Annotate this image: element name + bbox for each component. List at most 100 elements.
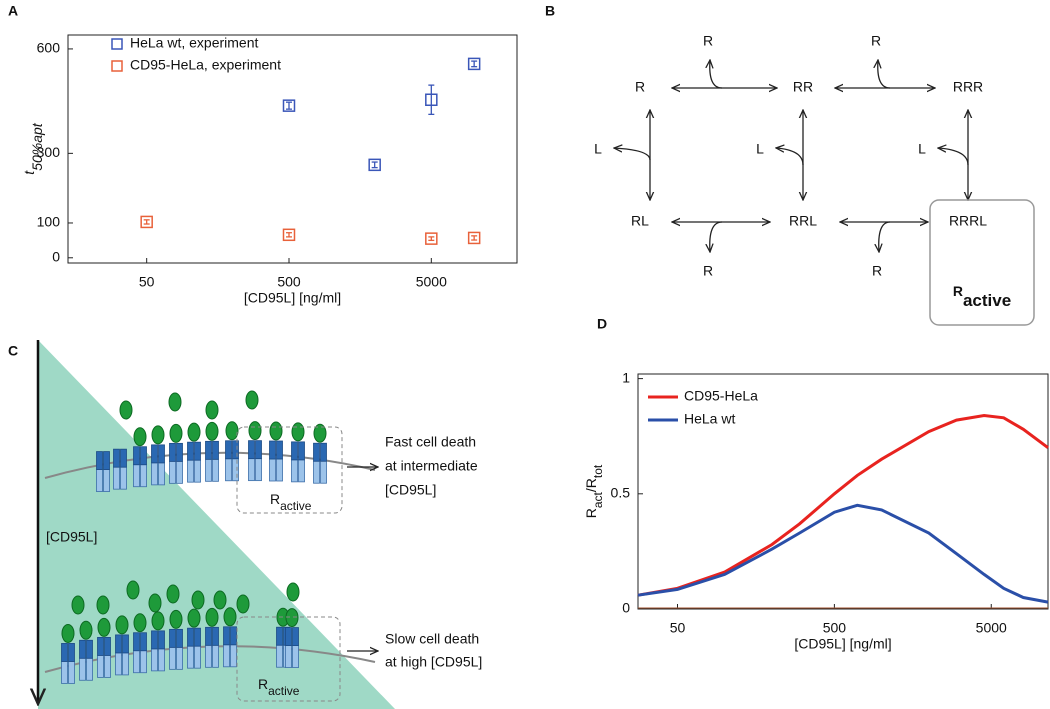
ligand [97, 617, 111, 637]
y-tick-label: 0 [52, 248, 60, 264]
panel-label: C [8, 343, 18, 359]
receptor-lower [133, 464, 140, 488]
receptor-lower [313, 460, 320, 484]
concentration-label: [CD95L] [46, 529, 97, 545]
receptor-upper [104, 637, 111, 656]
marker [467, 231, 481, 245]
receptor-lower [292, 645, 299, 668]
receptor-upper [120, 448, 127, 468]
state-node: RL [631, 213, 649, 229]
receptor-lower [86, 657, 93, 681]
active-label: Ractive [258, 676, 300, 698]
ligand [205, 400, 219, 420]
receptor-lower [212, 644, 219, 668]
outcome-text: Slow cell death [385, 631, 479, 647]
receptor-lower [68, 661, 75, 684]
release-arrow [938, 148, 969, 166]
ligand [169, 609, 183, 629]
receptor-lower [223, 644, 230, 668]
receptor-upper [133, 446, 140, 466]
ligand [151, 611, 165, 631]
ligand [187, 608, 201, 628]
ligand [245, 390, 259, 410]
receptor-upper [122, 634, 129, 654]
receptor-upper [320, 442, 327, 462]
receptor-lower [104, 655, 111, 678]
concentration-gradient [38, 340, 395, 709]
ligand [213, 590, 227, 610]
species-label: L [756, 141, 764, 157]
text-part: R [270, 491, 280, 507]
y-axis-label: Ract/Rtot [583, 464, 605, 518]
receptor-upper [97, 637, 104, 656]
receptor-lower [158, 648, 165, 672]
text-part: /R [583, 478, 599, 492]
ligand [291, 422, 305, 442]
species-label: R [703, 33, 713, 49]
y-tick-label: 0 [622, 600, 630, 616]
series-line [637, 413, 1049, 597]
receptor-upper [276, 626, 283, 646]
legend-label: CD95-HeLa [684, 388, 758, 404]
receptor-lower [140, 464, 147, 488]
species-label: R [871, 33, 881, 49]
state-node: RRL [789, 213, 817, 229]
release-arrow [776, 148, 804, 166]
outcome-text: Fast cell death [385, 434, 476, 450]
legend-label: HeLa wt, experiment [130, 35, 259, 51]
receptor-upper [187, 441, 194, 461]
x-tick-label: 500 [823, 620, 847, 636]
state-node: RR [793, 79, 813, 95]
receptor-lower [79, 657, 86, 681]
receptor-upper [205, 626, 212, 646]
panel-label: B [545, 3, 555, 19]
marker [368, 158, 381, 172]
receptor-upper [230, 626, 237, 646]
active-box [929, 199, 1035, 326]
ligand [96, 595, 110, 615]
subscript: active [268, 684, 300, 698]
receptor-lower [194, 459, 201, 483]
ligand [236, 594, 250, 614]
ligand [225, 421, 239, 441]
receptor-upper [158, 444, 165, 464]
text-part: t [21, 170, 37, 175]
marker [282, 99, 296, 112]
ligand [148, 593, 162, 613]
receptor-lower [255, 458, 262, 482]
receptor-lower [140, 650, 147, 674]
ligand [61, 623, 75, 643]
receptor-lower [205, 644, 212, 668]
release-arrow [878, 60, 891, 89]
receptor-lower [122, 652, 129, 676]
receptor-lower [176, 460, 183, 484]
receptor-upper [232, 440, 239, 460]
ligand [286, 582, 300, 602]
receptor-lower [61, 661, 68, 684]
receptor-lower [187, 459, 194, 483]
receptor-lower [187, 645, 194, 669]
ligand [119, 400, 133, 420]
receptor-lower [103, 469, 110, 492]
ligand [79, 620, 93, 640]
receptor-lower [151, 648, 158, 672]
receptor-lower [96, 469, 103, 492]
receptor-upper [133, 632, 140, 652]
outcome-text: at high [CD95L] [385, 654, 482, 670]
ligand [269, 421, 283, 441]
ligand [166, 584, 180, 604]
y-tick-label: 1 [622, 369, 630, 385]
receptor-lower [225, 458, 232, 482]
panel-label: A [8, 3, 18, 19]
ligand [168, 392, 182, 412]
receptor-upper [140, 632, 147, 652]
receptor-upper [176, 442, 183, 462]
ligand [133, 613, 147, 633]
ligand [223, 607, 237, 627]
plot-frame [637, 373, 1049, 610]
receptor-lower [248, 458, 255, 482]
receptor-upper [176, 628, 183, 648]
ligand [151, 425, 165, 445]
receptor-upper [223, 626, 230, 646]
